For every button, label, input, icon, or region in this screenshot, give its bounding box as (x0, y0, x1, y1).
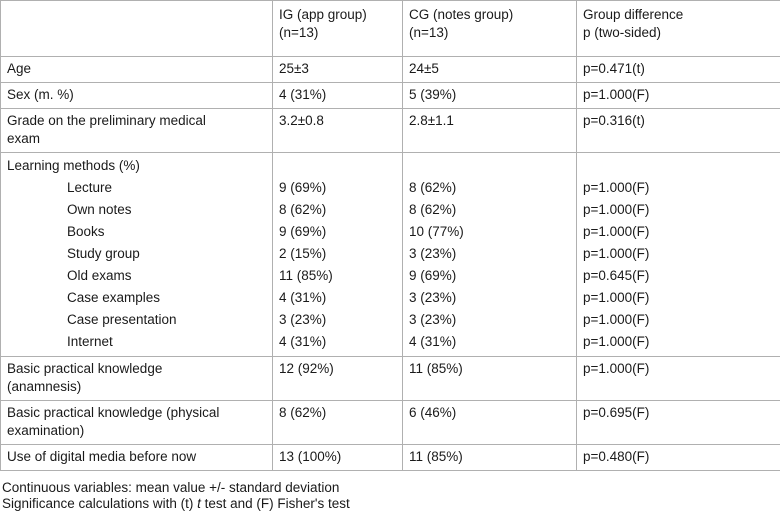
row-label-line2: (anamnesis) (7, 379, 82, 394)
table-row: Basic practical knowledge (anamnesis) 12… (0, 356, 780, 401)
footnote-significance: Significance calculations with (t) t tes… (2, 496, 350, 512)
row-label: Age (0, 56, 273, 83)
ig-value: 13 (100%) (272, 444, 403, 471)
p-value: p=1.000(F) (583, 246, 650, 261)
table-row: Grade on the preliminary medical exam 3.… (0, 108, 780, 153)
ig-value: 9 (69%) (279, 180, 327, 195)
p-value: p=0.695(F) (576, 400, 780, 445)
p-value: p=1.000(F) (583, 202, 650, 217)
cg-value: 9 (69%) (409, 268, 457, 283)
header-ig-title: IG (app group) (279, 7, 367, 22)
cg-value: 3 (23%) (409, 246, 457, 261)
learning-item-label: Old exams (67, 268, 132, 283)
header-p-title: Group difference (583, 7, 684, 22)
p-value: p=0.316(t) (576, 108, 780, 153)
header-p: Group difference p (two-sided) (576, 0, 780, 57)
ig-value: 3.2±0.8 (272, 108, 403, 153)
cg-value: 24±5 (402, 56, 577, 83)
p-value: p=0.480(F) (576, 444, 780, 471)
footnote-continuous: Continuous variables: mean value +/- sta… (2, 480, 340, 495)
p-value: p=0.471(t) (576, 56, 780, 83)
row-label: Use of digital media before now (0, 444, 273, 471)
ig-value: 9 (69%) (279, 224, 327, 239)
row-label: Basic practical knowledge (anamnesis) (0, 356, 273, 401)
p-value: p=0.645(F) (583, 268, 650, 283)
cg-value: 11 (85%) (402, 444, 577, 471)
learning-item-label: Case examples (67, 290, 161, 305)
learning-item-label: Internet (67, 334, 113, 349)
p-value: p=1.000(F) (583, 224, 650, 239)
cg-value: 6 (46%) (402, 400, 577, 445)
ig-value: 2 (15%) (279, 246, 327, 261)
p-value: p=1.000(F) (583, 312, 650, 327)
cg-value: 5 (39%) (402, 82, 577, 109)
ig-value: 8 (62%) (279, 202, 327, 217)
ig-value: 8 (62%) (272, 400, 403, 445)
table-row: Age 25±3 24±5 p=0.471(t) (0, 56, 780, 83)
p-value: p=1.000(F) (576, 356, 780, 401)
cg-value: 11 (85%) (402, 356, 577, 401)
header-cg: CG (notes group) (n=13) (402, 0, 577, 57)
learning-ig-values: 9 (69%) 8 (62%) 9 (69%) 2 (15%) 11 (85%)… (272, 152, 403, 357)
cg-value: 4 (31%) (409, 334, 457, 349)
ig-value: 4 (31%) (279, 290, 327, 305)
learning-item-label: Case presentation (67, 312, 177, 327)
header-ig: IG (app group) (n=13) (272, 0, 403, 57)
p-value: p=1.000(F) (583, 334, 650, 349)
footnote-significance-post: test and (F) Fisher's test (200, 496, 350, 511)
cg-value: 8 (62%) (409, 180, 457, 195)
learning-item-label: Study group (67, 246, 140, 261)
header-cell-empty (0, 0, 273, 57)
results-table: IG (app group) (n=13) CG (notes group) (… (0, 0, 780, 471)
learning-methods-labels: Learning methods (%) Lecture Own notes B… (0, 152, 273, 357)
spacer (279, 155, 396, 177)
learning-item-label: Lecture (67, 180, 113, 195)
row-label-line2: exam (7, 131, 41, 146)
row-label-line1: Basic practical knowledge (physical (7, 405, 220, 420)
header-row: IG (app group) (n=13) CG (notes group) (… (0, 0, 780, 57)
ig-value: 3 (23%) (279, 312, 327, 327)
p-value: p=1.000(F) (576, 82, 780, 109)
cg-value: 3 (23%) (409, 290, 457, 305)
learning-item-label: Own notes (67, 202, 132, 217)
cg-value: 10 (77%) (409, 224, 464, 239)
row-label: Grade on the preliminary medical exam (0, 108, 273, 153)
header-ig-n: (n=13) (279, 25, 319, 40)
ig-value: 12 (92%) (272, 356, 403, 401)
p-value: p=1.000(F) (583, 290, 650, 305)
learning-cg-values: 8 (62%) 8 (62%) 10 (77%) 3 (23%) 9 (69%)… (402, 152, 577, 357)
table-row: Sex (m. %) 4 (31%) 5 (39%) p=1.000(F) (0, 82, 780, 109)
row-label: Basic practical knowledge (physical exam… (0, 400, 273, 445)
p-value: p=1.000(F) (583, 180, 650, 195)
header-cg-n: (n=13) (409, 25, 449, 40)
ig-value: 25±3 (272, 56, 403, 83)
header-p-sub: p (two-sided) (583, 25, 662, 40)
spacer (409, 155, 570, 177)
table-row: Basic practical knowledge (physical exam… (0, 400, 780, 445)
row-label: Sex (m. %) (0, 82, 273, 109)
footnote-significance-pre: Significance calculations with (t) (2, 496, 198, 511)
footnote-t-italic: t (197, 496, 201, 511)
learning-p-values: p=1.000(F) p=1.000(F) p=1.000(F) p=1.000… (576, 152, 780, 357)
learning-methods-title: Learning methods (%) (7, 158, 140, 173)
row-label-line2: examination) (7, 423, 85, 438)
table-row: Use of digital media before now 13 (100%… (0, 444, 780, 471)
ig-value: 4 (31%) (272, 82, 403, 109)
learning-item-label: Books (67, 224, 105, 239)
spacer (583, 155, 774, 177)
header-cg-title: CG (notes group) (409, 7, 514, 22)
row-label-line1: Basic practical knowledge (7, 361, 163, 376)
ig-value: 4 (31%) (279, 334, 327, 349)
ig-value: 11 (85%) (279, 268, 333, 283)
cg-value: 2.8±1.1 (402, 108, 577, 153)
row-label-line1: Grade on the preliminary medical (7, 113, 206, 128)
cg-value: 3 (23%) (409, 312, 457, 327)
learning-methods-row: Learning methods (%) Lecture Own notes B… (0, 152, 780, 357)
cg-value: 8 (62%) (409, 202, 457, 217)
